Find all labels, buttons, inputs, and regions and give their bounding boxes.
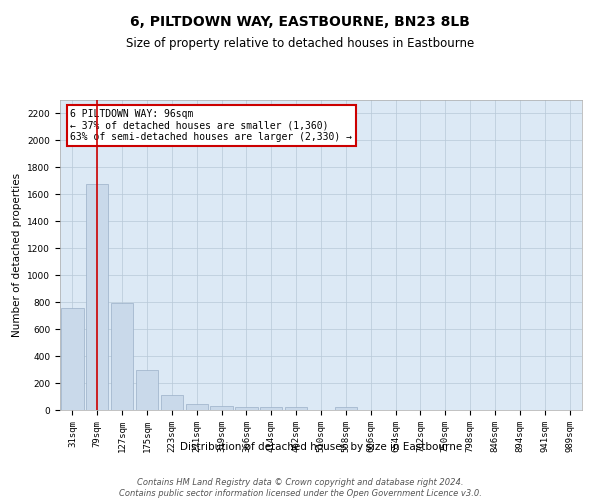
Y-axis label: Number of detached properties: Number of detached properties [12, 173, 22, 337]
Bar [235, 406, 257, 410]
Text: 6 PILTDOWN WAY: 96sqm
← 37% of detached houses are smaller (1,360)
63% of semi-d: 6 PILTDOWN WAY: 96sqm ← 37% of detached … [70, 110, 352, 142]
Bar [211, 406, 233, 410]
Bar [61, 308, 83, 410]
Bar [260, 407, 283, 410]
Bar [335, 407, 357, 410]
Text: Contains HM Land Registry data © Crown copyright and database right 2024.
Contai: Contains HM Land Registry data © Crown c… [119, 478, 481, 498]
Text: 6, PILTDOWN WAY, EASTBOURNE, BN23 8LB: 6, PILTDOWN WAY, EASTBOURNE, BN23 8LB [130, 15, 470, 29]
Bar [111, 303, 133, 410]
Bar [185, 404, 208, 410]
Bar [86, 184, 109, 410]
Bar [285, 406, 307, 410]
Text: Distribution of detached houses by size in Eastbourne: Distribution of detached houses by size … [180, 442, 462, 452]
Text: Size of property relative to detached houses in Eastbourne: Size of property relative to detached ho… [126, 38, 474, 51]
Bar [161, 395, 183, 410]
Bar [136, 370, 158, 410]
